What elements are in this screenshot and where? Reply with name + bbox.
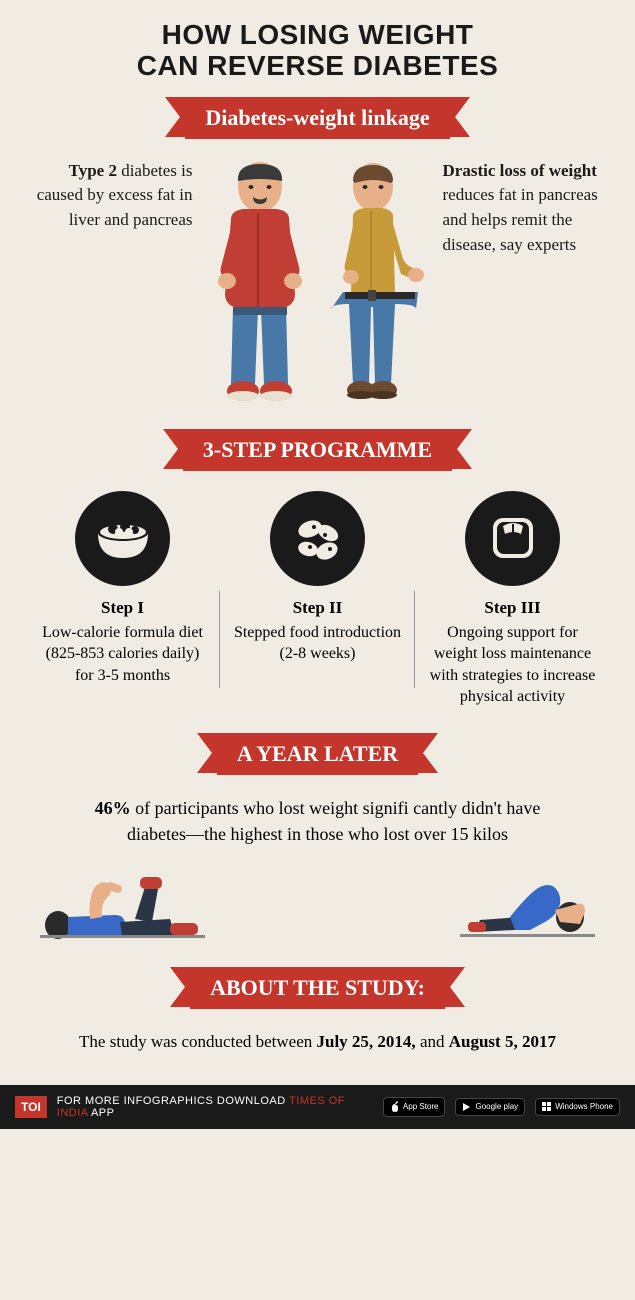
store-1: Google play: [475, 1102, 518, 1111]
title-line-2: CAN REVERSE DIABETES: [137, 50, 499, 81]
ribbon-linkage: Diabetes-weight linkage: [185, 97, 449, 139]
store-0: App Store: [403, 1102, 439, 1111]
right-bold: Drastic loss of weight: [443, 161, 597, 180]
left-bold: Type 2: [69, 161, 117, 180]
step-1-title: Step I: [30, 598, 215, 618]
store-2: Windows Phone: [555, 1102, 613, 1111]
windows-badge[interactable]: Windows Phone: [535, 1098, 620, 1116]
beans-icon: [270, 491, 365, 586]
right-text: reduces fat in pancreas and helps remit …: [443, 185, 598, 253]
title-line-1: HOW LOSING WEIGHT: [162, 19, 474, 50]
linkage-row: Type 2 diabetes is caused by excess fat …: [30, 159, 605, 404]
pct-bold: 46%: [95, 798, 131, 818]
main-title: HOW LOSING WEIGHT CAN REVERSE DIABETES: [30, 20, 605, 82]
google-play-badge[interactable]: Google play: [455, 1098, 525, 1116]
study-date-1: July 25, 2014,: [317, 1032, 416, 1051]
year-later-text: 46% of participants who lost weight sign…: [30, 795, 605, 847]
year-text-body: of participants who lost weight signifi …: [127, 798, 540, 844]
study-date-2: August 5, 2017: [449, 1032, 556, 1051]
linkage-text-left: Type 2 diabetes is caused by excess fat …: [30, 159, 193, 233]
step-1-desc: Low-calorie formula diet (825-853 calori…: [30, 622, 215, 687]
step-2: Step II Stepped food introduction (2-8 w…: [225, 491, 410, 708]
steps-row: Step I Low-calorie formula diet (825-853…: [30, 491, 605, 708]
ribbon-year-later: A YEAR LATER: [217, 733, 418, 775]
fat-man-icon: [203, 159, 318, 404]
bowl-icon: [75, 491, 170, 586]
study-mid: and: [416, 1032, 449, 1051]
step-1: Step I Low-calorie formula diet (825-853…: [30, 491, 215, 708]
step-2-title: Step II: [225, 598, 410, 618]
step-3: Step III Ongoing support for weight loss…: [420, 491, 605, 708]
lying-exercise-icon: [40, 867, 210, 947]
infographic-container: HOW LOSING WEIGHT CAN REVERSE DIABETES D…: [0, 0, 635, 1129]
footer-text: FOR MORE INFOGRAPHICS DOWNLOAD TIMES OF …: [57, 1095, 373, 1119]
ribbon-study: ABOUT THE STUDY:: [190, 967, 445, 1009]
stretch-exercise-icon: [460, 862, 595, 947]
step-2-desc: Stepped food introduction (2-8 weeks): [225, 622, 410, 665]
thin-man-icon: [323, 159, 433, 404]
scale-icon: [465, 491, 560, 586]
footer-t3: APP: [91, 1107, 115, 1119]
footer-t1: FOR MORE INFOGRAPHICS DOWNLOAD: [57, 1095, 289, 1107]
footer: TOI FOR MORE INFOGRAPHICS DOWNLOAD TIMES…: [0, 1085, 635, 1129]
study-pre: The study was conducted between: [79, 1032, 316, 1051]
ribbon-programme: 3-STEP PROGRAMME: [183, 429, 452, 471]
linkage-text-right: Drastic loss of weight reduces fat in pa…: [443, 159, 606, 258]
app-store-badge[interactable]: App Store: [383, 1097, 446, 1117]
figures-illustration: [203, 159, 433, 404]
study-text: The study was conducted between July 25,…: [30, 1029, 605, 1055]
exercise-row: [30, 862, 605, 947]
step-3-desc: Ongoing support for weight loss maintena…: [420, 622, 605, 708]
step-3-title: Step III: [420, 598, 605, 618]
toi-badge: TOI: [15, 1096, 47, 1118]
